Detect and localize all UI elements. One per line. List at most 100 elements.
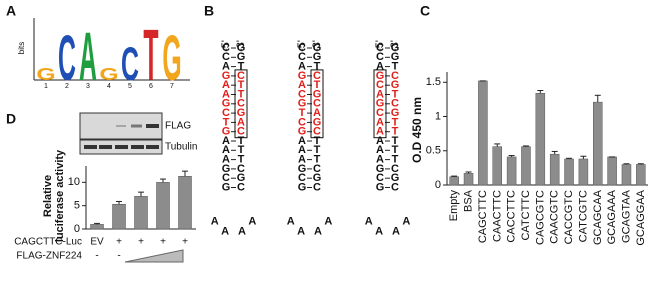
bar (463, 173, 474, 186)
base: T (238, 144, 245, 156)
bar (521, 146, 531, 186)
base: G (391, 172, 400, 184)
x-tick-label: CAGCTTC (477, 190, 489, 243)
x-tick-label: GCAGGAA (635, 189, 647, 245)
row-cell: + (182, 237, 188, 248)
logo-letter: T (143, 14, 158, 96)
y-label: O.D 450 nm (410, 97, 424, 163)
strand-end: -3' (311, 40, 323, 52)
strand-end: -3' (389, 40, 401, 52)
base: C (298, 172, 306, 184)
base: C (376, 79, 384, 91)
x-tick-label: CATCGTC (577, 190, 589, 242)
base: T (238, 88, 245, 100)
highlight-box (373, 69, 387, 139)
x-tick-label: GCAGTAA (620, 189, 632, 243)
bar (90, 224, 104, 230)
y-tick-label: 0 (435, 179, 441, 191)
base: C (298, 42, 306, 54)
base: C (391, 98, 399, 110)
base: G (376, 70, 385, 82)
base: T (314, 61, 321, 73)
base: T (392, 144, 399, 156)
base: C (298, 51, 306, 63)
base: A (376, 135, 384, 147)
base: C (376, 172, 384, 184)
strand-end: -5' (220, 40, 232, 52)
base: T (314, 79, 321, 91)
base: C (222, 42, 230, 54)
base: C (222, 172, 230, 184)
base: G (237, 172, 246, 184)
y-tick-label: 1.5 (426, 76, 441, 88)
base: C (298, 88, 306, 100)
bar (535, 92, 546, 186)
highlight-box (234, 69, 248, 139)
base: G (313, 88, 322, 100)
base: G (391, 79, 400, 91)
blot-label: Tubulin (165, 142, 197, 153)
base: A (222, 88, 230, 100)
base: G (298, 98, 307, 110)
bar (112, 204, 126, 230)
x-tick-label: GCAGCAA (592, 189, 604, 245)
loop-base: A (248, 216, 256, 228)
base: C (237, 163, 245, 175)
y-tick-label: 0.5 (426, 145, 441, 157)
panel-label: A (6, 3, 16, 19)
bar (492, 146, 502, 186)
base: C (391, 181, 399, 193)
y-label: bits (17, 42, 26, 54)
panel-label: B (204, 3, 214, 19)
loop-base: A (287, 216, 295, 228)
base: C (237, 181, 245, 193)
base: A (376, 126, 384, 138)
base: T (299, 107, 306, 119)
bar (564, 158, 574, 186)
y-tick-label: 10 (68, 176, 80, 188)
loop-base: A (392, 226, 400, 238)
base: C (237, 98, 245, 110)
base: G (222, 98, 231, 110)
x-tick-label: 6 (149, 83, 153, 90)
loop-base: A (324, 216, 332, 228)
base: T (392, 61, 399, 73)
y-tick-label: 1 (435, 110, 441, 122)
base: C (313, 163, 321, 175)
row-cell: - (95, 251, 98, 262)
base: C (313, 126, 321, 138)
base: G (376, 98, 385, 110)
base: C (376, 51, 384, 63)
x-tick-label: CACCGTC (563, 190, 575, 244)
x-tick-label: BSA (463, 189, 475, 212)
x-tick-label: CATCTTC (520, 190, 532, 241)
base: A (313, 107, 321, 119)
base: A (222, 61, 230, 73)
bar (134, 196, 148, 230)
base: G (298, 70, 307, 82)
base: A (376, 154, 384, 166)
loop-base: A (402, 216, 410, 228)
base: C (313, 181, 321, 193)
bar (621, 164, 632, 186)
base: T (238, 154, 245, 166)
bar (593, 101, 603, 186)
loop-base: A (314, 226, 322, 238)
x-tick-label: 2 (65, 83, 69, 90)
bar (178, 176, 192, 230)
loop-base: A (238, 226, 246, 238)
x-tick-label: 5 (128, 83, 132, 90)
x-tick-label: GCAGAAA (606, 189, 618, 244)
base: A (376, 116, 384, 128)
logo-letter: A (79, 18, 97, 95)
base: G (391, 51, 400, 63)
base: G (298, 126, 307, 138)
row-label: FLAG-ZNF224 (16, 251, 82, 262)
bar (156, 182, 170, 230)
gradient-triangle (124, 249, 184, 263)
base: C (376, 42, 384, 54)
x-tick-label: CAACGTC (549, 190, 561, 244)
x-tick-label: CACCTTC (506, 190, 518, 243)
base: T (223, 116, 230, 128)
loop-base: A (297, 226, 305, 238)
